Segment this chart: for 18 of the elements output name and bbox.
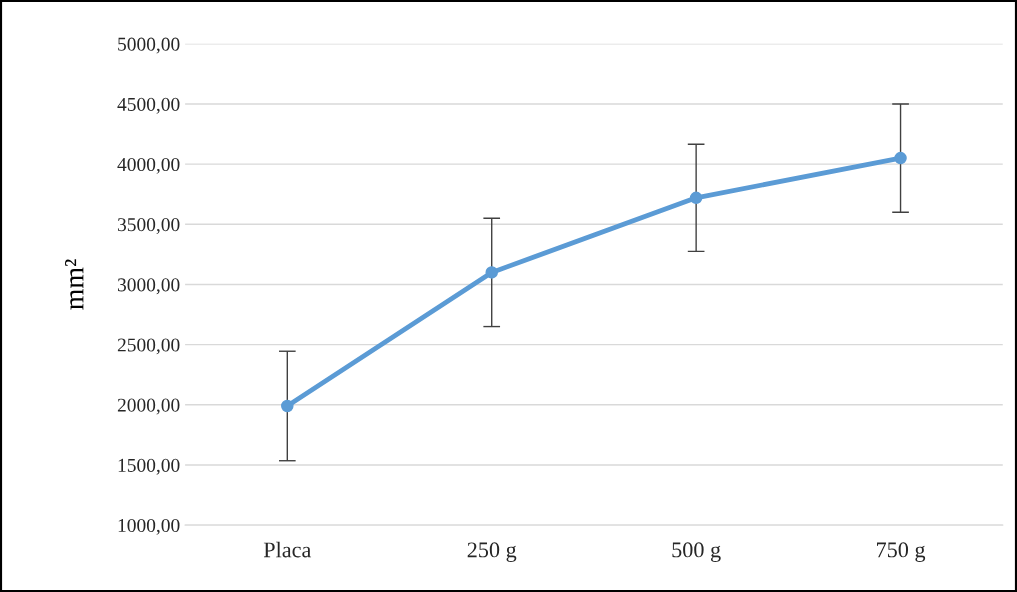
x-tick-label: 750 g	[877, 542, 926, 562]
y-tick-label: 4000,00	[117, 157, 180, 174]
x-tick-label: Placa	[263, 541, 312, 558]
y-tick-label: 2500,00	[117, 338, 180, 355]
y-tick-label: 2000,00	[117, 398, 180, 415]
y-tick-label: 1500,00	[118, 458, 180, 475]
y-tick-label: 5000,00	[118, 37, 180, 54]
x-tick-label: 500 g	[672, 542, 721, 562]
point	[485, 266, 498, 279]
y-axis-title: mm²	[65, 259, 84, 310]
point	[689, 191, 703, 205]
x-tick-label: 250 g	[467, 542, 517, 562]
y-tick-label: 4500,00	[117, 97, 180, 114]
y-tick-label: 1000,00	[118, 518, 180, 535]
y-tick-label: 3500,00	[117, 218, 180, 235]
point	[281, 399, 294, 413]
y-tick-label: 3000,00	[117, 278, 180, 295]
point	[894, 151, 907, 165]
